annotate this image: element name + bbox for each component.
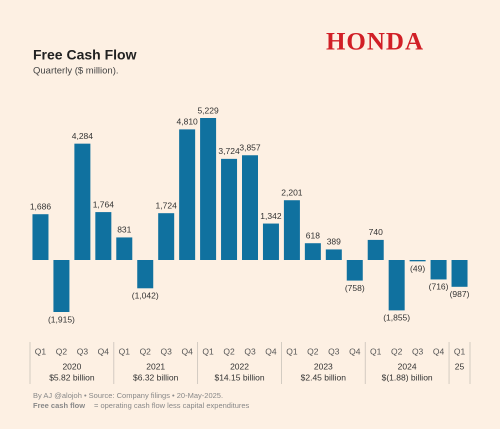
logo: HONDA: [326, 29, 424, 56]
chart-subtitle: Quarterly ($ million).: [33, 66, 119, 77]
bar: [388, 260, 405, 311]
x-tick-label: Q1: [454, 346, 466, 356]
bar: [179, 129, 196, 260]
x-tick-label: Q4: [433, 346, 445, 356]
value-label: 1,686: [30, 201, 52, 211]
group-label: 2020: [62, 361, 81, 371]
x-tick-label: Q1: [35, 346, 47, 356]
bar: [262, 223, 279, 260]
byline: By AJ @alojoh • Source: Company filings …: [33, 391, 223, 400]
bar: [367, 239, 384, 260]
value-label: 3,724: [218, 146, 240, 156]
value-label: 740: [369, 227, 383, 237]
x-tick-label: Q2: [307, 346, 319, 356]
group-label: 2023: [314, 361, 333, 371]
value-label: 3,857: [239, 143, 261, 153]
value-label: 389: [327, 237, 341, 247]
x-tick-label: Q1: [286, 346, 298, 356]
bar: [304, 243, 321, 260]
x-tick-label: Q4: [98, 346, 110, 356]
value-label: 1,724: [156, 200, 178, 210]
bar: [325, 249, 342, 260]
x-tick-label: Q1: [370, 346, 382, 356]
group-label: 2021: [146, 361, 165, 371]
value-label: (1,855): [383, 313, 410, 323]
x-tick-label: Q3: [244, 346, 256, 356]
bar: [346, 260, 363, 281]
bar: [137, 260, 154, 289]
group-label: 2024: [398, 361, 417, 371]
x-tick-label: Q2: [56, 346, 68, 356]
x-tick-label: Q3: [412, 346, 424, 356]
bar: [451, 260, 468, 287]
value-label: 1,342: [260, 211, 282, 221]
x-tick-label: Q3: [161, 346, 173, 356]
x-tick-label: Q1: [119, 346, 131, 356]
bar: [283, 200, 300, 260]
value-label: 831: [117, 225, 131, 235]
value-label: (716): [429, 282, 449, 292]
value-label: 1,764: [93, 199, 115, 209]
bar: [53, 260, 70, 313]
value-label: 4,284: [72, 131, 94, 141]
x-tick-label: Q2: [223, 346, 235, 356]
value-label: 618: [306, 230, 320, 240]
bar: [409, 260, 426, 262]
x-tick-label: Q3: [77, 346, 89, 356]
bar: [74, 143, 91, 260]
bar: [32, 214, 49, 260]
note-term: Free cash flow: [33, 401, 85, 410]
x-tick-label: Q3: [328, 346, 340, 356]
bar: [95, 212, 112, 260]
group-note: $6.32 billion: [133, 372, 179, 382]
value-label: 2,201: [281, 187, 303, 197]
bar: [221, 158, 238, 260]
note-text: = operating cash flow less capital expen…: [94, 401, 250, 410]
value-label: 5,229: [197, 105, 219, 115]
x-tick-label: Q1: [202, 346, 214, 356]
value-label: (1,915): [48, 314, 75, 324]
value-label: (1,042): [132, 291, 159, 301]
value-label: (987): [450, 289, 470, 299]
x-tick-label: Q2: [140, 346, 152, 356]
x-tick-label: Q4: [181, 346, 193, 356]
bar: [430, 260, 447, 280]
bar: [242, 155, 258, 260]
bar: [116, 237, 133, 260]
bar: [158, 213, 175, 260]
value-label: (49): [410, 264, 425, 274]
value-label: 4,810: [177, 117, 199, 127]
group-note: $5.82 billion: [49, 372, 95, 382]
group-label: 25: [455, 361, 465, 371]
bar: [200, 118, 217, 260]
group-note: $14.15 billion: [214, 372, 264, 382]
x-tick-label: Q4: [265, 346, 277, 356]
group-note: $(1.88) billion: [382, 372, 433, 382]
value-label: (758): [345, 283, 365, 293]
group-note: $2.45 billion: [301, 372, 347, 382]
x-tick-label: Q2: [391, 346, 403, 356]
chart-title: Free Cash Flow: [33, 47, 137, 63]
x-tick-label: Q4: [349, 346, 361, 356]
group-label: 2022: [230, 361, 249, 371]
